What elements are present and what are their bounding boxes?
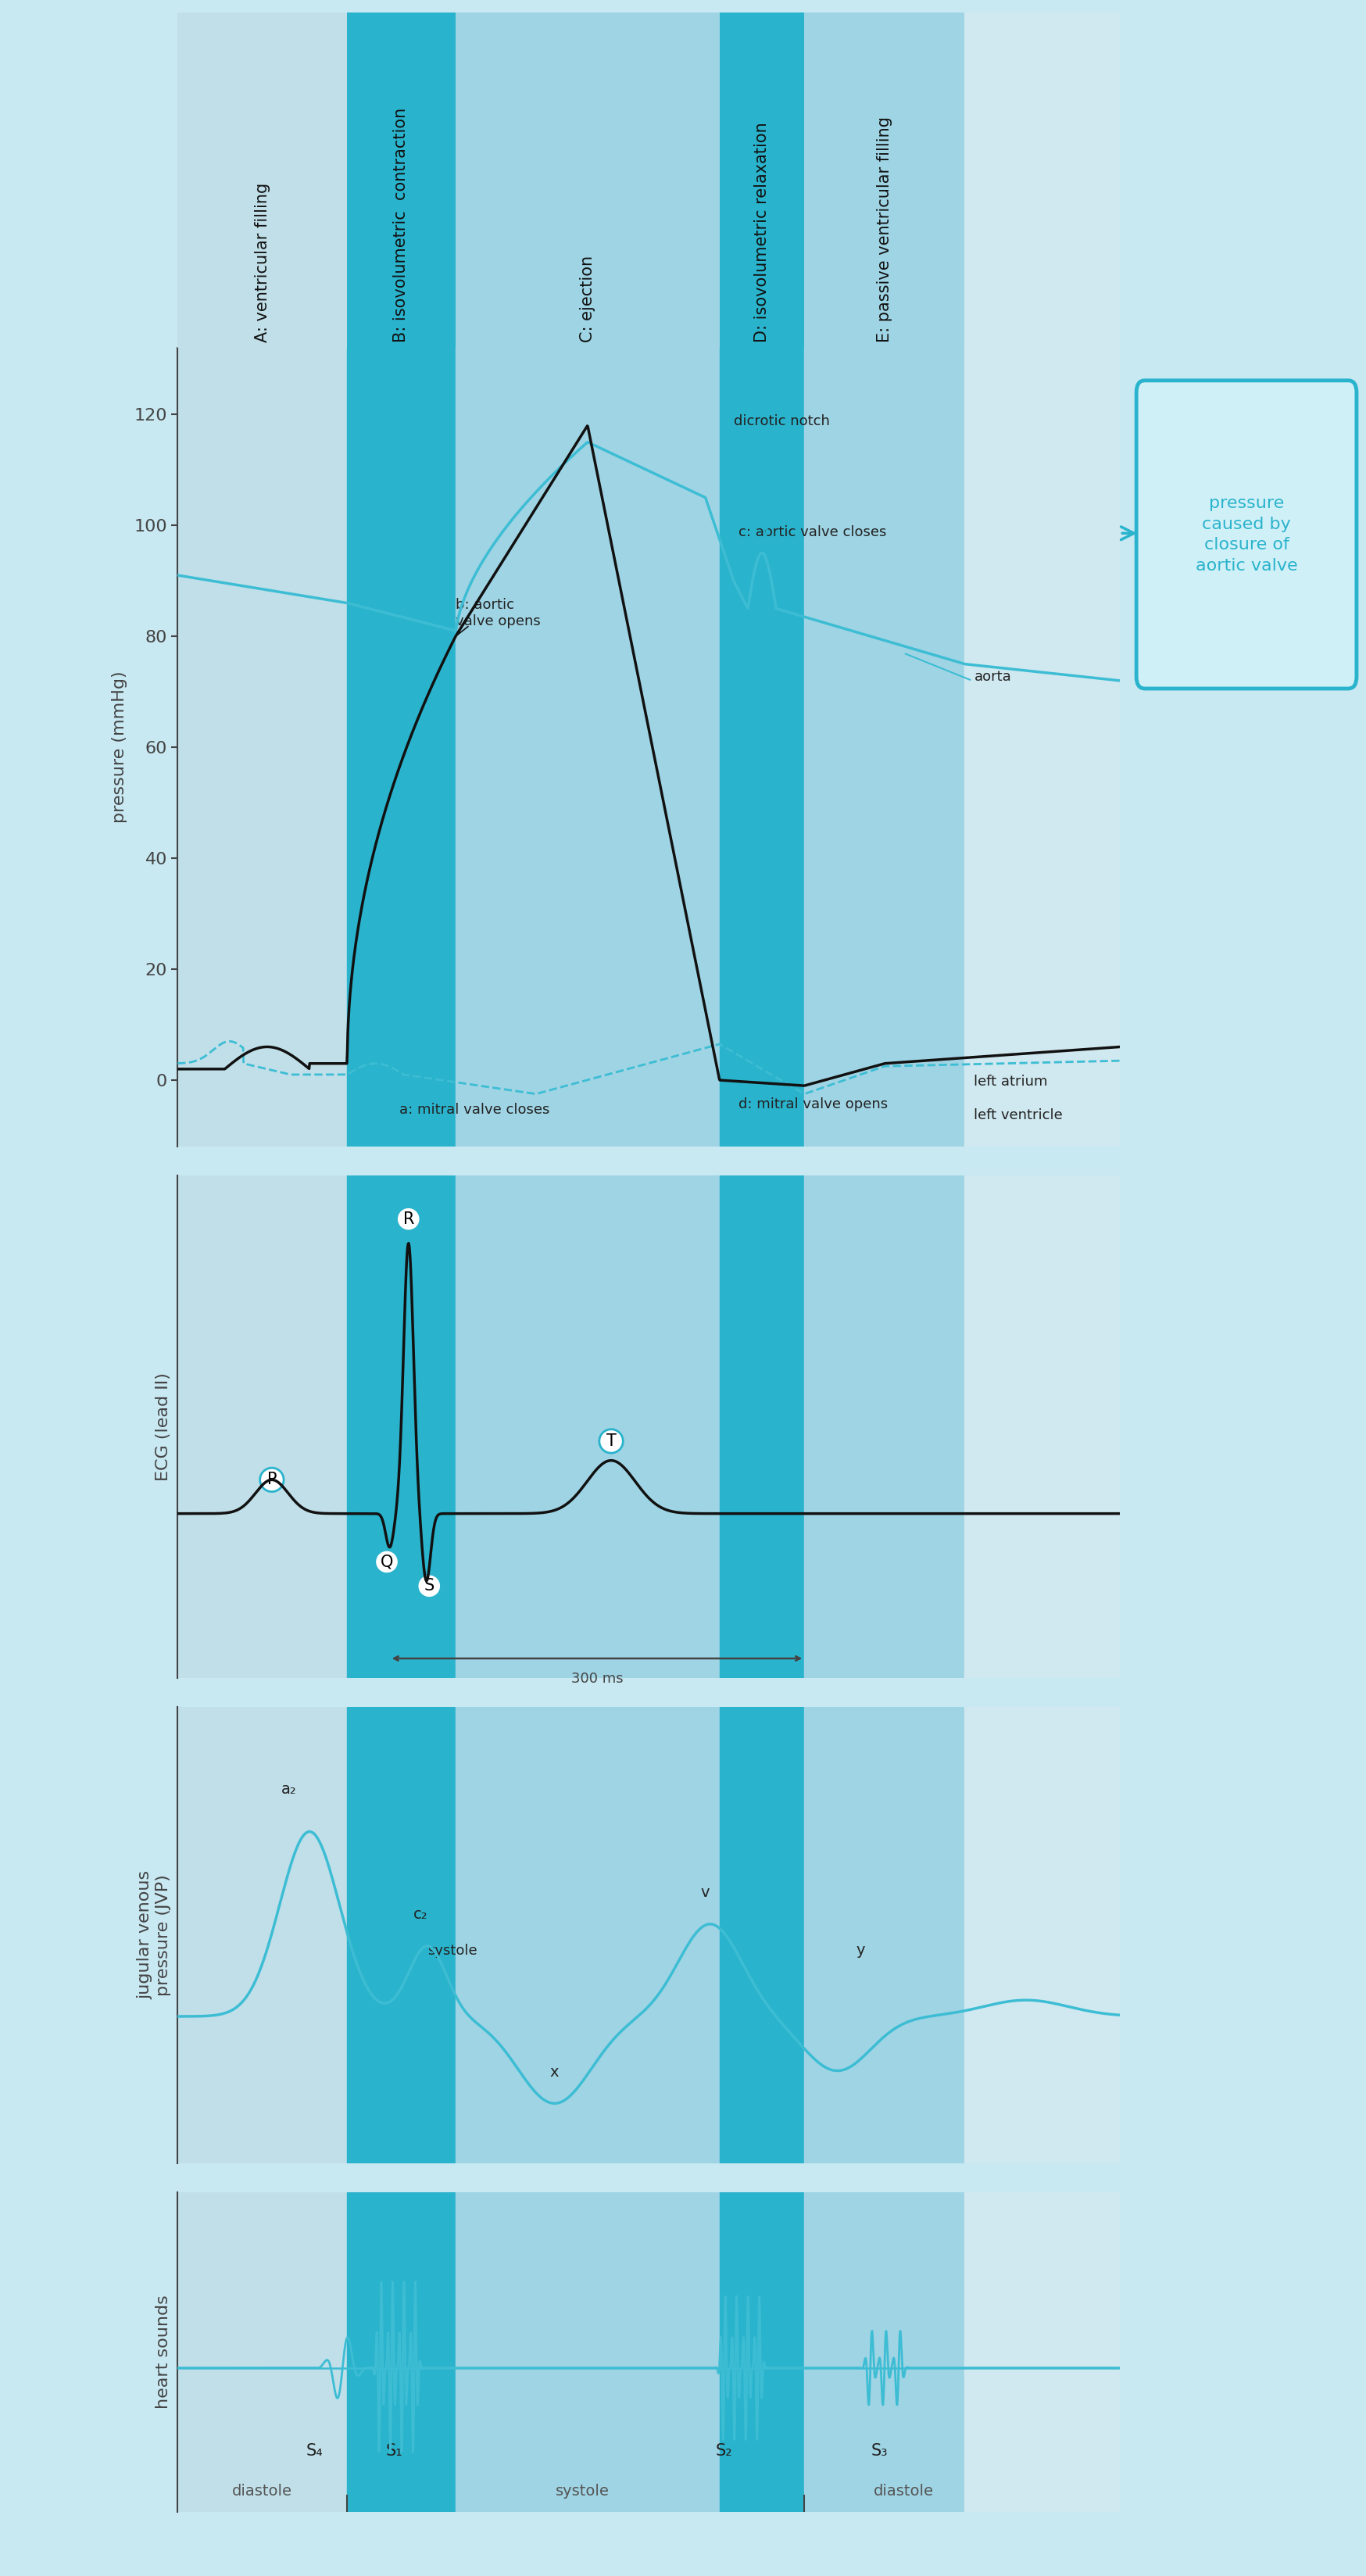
Bar xyxy=(805,348,964,1146)
Bar xyxy=(347,1175,456,1677)
Text: a₂: a₂ xyxy=(281,1783,296,1795)
Text: B: isovolumetric  contraction: B: isovolumetric contraction xyxy=(393,108,408,343)
Text: diastole: diastole xyxy=(232,2483,292,2499)
Text: S₃: S₃ xyxy=(872,2442,888,2460)
Text: S₄: S₄ xyxy=(306,2442,322,2460)
Bar xyxy=(347,348,456,1146)
Bar xyxy=(720,348,805,1146)
Bar xyxy=(456,2192,720,2512)
Bar xyxy=(805,2192,964,2512)
Text: T: T xyxy=(607,1432,616,1448)
Text: S₁: S₁ xyxy=(387,2442,403,2460)
Bar xyxy=(720,1708,805,2164)
Text: v: v xyxy=(701,1886,710,1901)
Text: a: mitral valve closes: a: mitral valve closes xyxy=(399,1103,549,1115)
Y-axis label: heart sounds: heart sounds xyxy=(156,2295,171,2409)
Text: 300 ms: 300 ms xyxy=(571,1672,623,1685)
Y-axis label: pressure (mmHg): pressure (mmHg) xyxy=(112,672,127,824)
Bar xyxy=(805,1175,964,1677)
Text: pressure
caused by
closure of
aortic valve: pressure caused by closure of aortic val… xyxy=(1195,495,1298,574)
Text: aorta: aorta xyxy=(974,670,1011,683)
Bar xyxy=(347,1708,456,2164)
Text: c: aortic valve closes: c: aortic valve closes xyxy=(739,526,887,538)
Text: systole: systole xyxy=(428,1942,477,1958)
Bar xyxy=(456,1175,720,1677)
Text: D: isovolumetric relaxation: D: isovolumetric relaxation xyxy=(754,124,770,343)
Text: dicrotic notch: dicrotic notch xyxy=(734,415,829,592)
Y-axis label: jugular venous
pressure (JVP): jugular venous pressure (JVP) xyxy=(138,1870,171,1999)
Bar xyxy=(964,2192,1120,2512)
Text: S₂: S₂ xyxy=(716,2442,732,2460)
Text: b: aortic
valve opens: b: aortic valve opens xyxy=(456,598,541,629)
Text: d: mitral valve opens: d: mitral valve opens xyxy=(739,1097,888,1110)
Text: A: ventricular filling: A: ventricular filling xyxy=(254,183,270,343)
Bar xyxy=(178,1175,347,1677)
Bar xyxy=(964,1175,1120,1677)
Bar xyxy=(347,2192,456,2512)
Text: c₂: c₂ xyxy=(413,1906,428,1922)
Text: y: y xyxy=(856,1942,865,1958)
Bar xyxy=(964,1708,1120,2164)
Text: left ventricle: left ventricle xyxy=(974,1108,1063,1123)
Bar xyxy=(456,348,720,1146)
Bar xyxy=(178,348,347,1146)
Text: x: x xyxy=(550,2063,559,2079)
Y-axis label: ECG (lead II): ECG (lead II) xyxy=(156,1373,171,1481)
Text: systole: systole xyxy=(556,2483,609,2499)
Bar xyxy=(964,348,1120,1146)
Text: E: passive ventricular filling: E: passive ventricular filling xyxy=(877,116,892,343)
Text: S: S xyxy=(423,1579,434,1595)
Text: diastole: diastole xyxy=(873,2483,933,2499)
Bar xyxy=(805,1708,964,2164)
Text: C: ejection: C: ejection xyxy=(579,255,596,343)
Text: P: P xyxy=(266,1471,277,1486)
Text: Q: Q xyxy=(380,1553,393,1569)
Bar xyxy=(720,1175,805,1677)
Bar xyxy=(720,2192,805,2512)
Bar xyxy=(456,1708,720,2164)
Bar xyxy=(178,2192,347,2512)
Text: left atrium: left atrium xyxy=(974,1074,1048,1090)
Text: R: R xyxy=(403,1211,414,1226)
Bar xyxy=(178,1708,347,2164)
FancyBboxPatch shape xyxy=(1137,381,1356,688)
